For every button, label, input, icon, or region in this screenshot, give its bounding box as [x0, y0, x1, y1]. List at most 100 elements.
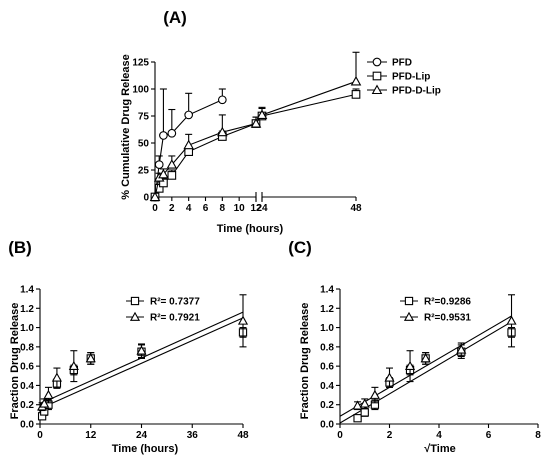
panel-a-series-triangle [149, 51, 362, 202]
panel-c-data-point [353, 414, 362, 423]
panel-b-data-point [136, 345, 147, 355]
panel-c-legend-marker [403, 311, 415, 321]
panel-c-legend: R²=0.9286 R²=0.9531 [400, 297, 471, 324]
panel-c-data-point [404, 360, 416, 371]
panel-a-legend-label: PFD-D-Lip [392, 86, 441, 97]
panel-c-legend-marker [404, 296, 414, 306]
panel-b-y-tick-label: 0.4 [20, 381, 34, 392]
panel-c-data-point [420, 353, 431, 363]
panel-c-axes: 0.0 0.2 0.4 0.6 0.8 1.0 1.2 1.4 0 2 4 6 8 [320, 285, 541, 442]
panel-c-legend-label: R²=0.9286 [424, 297, 471, 308]
panel-a-data-point [166, 159, 178, 169]
panel-a-data-point [183, 139, 194, 150]
panel-b-plot [37, 294, 249, 421]
panel-c-data-point [359, 398, 370, 408]
panel-c-y-tick-label: 0.6 [320, 362, 334, 373]
panel-c-x-tick-label: 6 [486, 430, 492, 441]
panel-a-x-tick-label: 48 [350, 203, 362, 214]
panel-b-xlabel: Time (hours) [112, 443, 179, 455]
panel-a-data-point [250, 118, 262, 128]
panel-b-data-point [51, 372, 62, 382]
panel-a-x-tick-label: 24 [256, 203, 268, 214]
panel-b-label: (B) [8, 238, 32, 257]
panel-c-y-tick-label: 1.4 [320, 285, 334, 296]
panel-b-data-point [39, 398, 50, 408]
panel-a-data-point [158, 168, 169, 179]
panel-c-y-tick-label: 0.4 [320, 381, 334, 392]
panel-b-legend: R²= 0.7377 R²= 0.7921 [126, 297, 200, 324]
panel-a-y-tick-label: 25 [138, 166, 150, 177]
panel-b-y-tick-label: 0.0 [20, 420, 34, 431]
panel-c-data-point [506, 315, 517, 325]
panel-b-y-tick-label: 0.8 [20, 342, 34, 353]
panel-c-fit-line [339, 315, 512, 417]
panel-b-x-tick-label: 48 [237, 430, 249, 441]
panel-c-chart: (C) Fraction Drug Release √Time 0.00.20.… [288, 238, 541, 455]
panel-a-legend-marker [372, 57, 382, 67]
panel-b-legend-label: R²= 0.7921 [150, 313, 200, 324]
panel-a-chart: (A) % Cumulative Drug Release Time (hour… [120, 8, 441, 235]
panel-a-x-tick-label: 2 [169, 203, 175, 214]
panel-a-y-tick-label: 75 [138, 112, 150, 123]
panel-b-x-tick-label: 0 [37, 430, 43, 441]
panel-a-series-line [154, 80, 357, 198]
panel-b-y-tick-label: 1.0 [20, 323, 34, 334]
panel-a-data-point [184, 110, 194, 120]
panel-c-ylabel: Fraction Drug Release [299, 303, 311, 420]
panel-c-series-triangle [339, 294, 517, 417]
panel-b-axes: 0.0 0.2 0.4 0.6 0.8 1.0 1.2 1.4 0 12 24 36 48 [20, 285, 249, 442]
panel-b-x-tick-label: 12 [85, 430, 97, 441]
panel-c-legend-label: R²=0.9531 [424, 313, 471, 324]
panel-c-data-point [456, 344, 467, 354]
panel-a-legend: PFD PFD-Lip PFD-D-Lip [367, 58, 441, 97]
panel-a-error-bar [159, 88, 167, 136]
panel-c-x-tick-label: 0 [337, 430, 343, 441]
panel-c-plot [339, 294, 517, 424]
panel-a-plot [149, 51, 362, 202]
panel-b-legend-marker [129, 311, 141, 321]
panel-a-y-tick-label: 100 [132, 85, 149, 96]
panel-c-x-tick-label: 2 [387, 430, 393, 441]
panel-b-data-point [68, 360, 79, 371]
panel-c-y-tick-label: 0.8 [320, 342, 334, 353]
panel-a-legend-marker [372, 71, 382, 81]
panel-b-x-tick-label: 24 [136, 430, 148, 441]
panel-a-legend-label: PFD-Lip [392, 72, 430, 83]
panel-c-series-square [339, 321, 516, 424]
panel-a-x-tick-label: 0 [152, 203, 158, 214]
panel-a-data-point [154, 160, 164, 169]
panel-a-y-tick-label: 50 [138, 139, 150, 150]
panel-c-y-tick-label: 1.2 [320, 304, 334, 315]
panel-c-label: (C) [288, 238, 312, 257]
panel-c-y-tick-label: 0.2 [320, 400, 334, 411]
panel-a-data-point [167, 128, 177, 138]
panel-b-data-point [85, 353, 96, 363]
panel-c-data-point [360, 408, 369, 417]
panel-c-x-tick-label: 8 [535, 430, 541, 441]
panel-b-x-tick-label: 36 [187, 430, 199, 441]
panel-a-x-tick-label: 10 [234, 203, 246, 214]
panel-a-ylabel: % Cumulative Drug Release [120, 54, 132, 200]
panel-b-series-triangle [37, 294, 249, 412]
panel-a-y-tick-label: 125 [132, 58, 149, 69]
panel-a-data-point [149, 191, 161, 202]
panel-b-chart: (B) Fraction Drug Release Time (hours) 0… [8, 238, 249, 455]
panel-a-data-point [217, 95, 227, 105]
panel-a-data-point [159, 131, 168, 140]
panel-c-y-tick-label: 1.0 [320, 323, 334, 334]
panel-a-data-point [159, 178, 168, 188]
panel-c-data-point [384, 372, 395, 382]
panel-a-x-tick-label: 4 [186, 203, 192, 214]
panel-b-legend-label: R²= 0.7377 [150, 297, 200, 308]
panel-b-y-tick-label: 1.4 [20, 285, 34, 296]
panel-b-y-tick-label: 1.2 [20, 304, 34, 315]
panel-a-label: (A) [163, 8, 187, 27]
panel-b-legend-marker [130, 296, 140, 306]
panel-b-y-tick-label: 0.6 [20, 362, 34, 373]
panel-a-series-line [154, 93, 357, 198]
panel-a-x-tick-label: 8 [220, 203, 226, 214]
panel-a-legend-marker [371, 84, 383, 95]
panel-a-legend-label: PFD [392, 58, 412, 69]
